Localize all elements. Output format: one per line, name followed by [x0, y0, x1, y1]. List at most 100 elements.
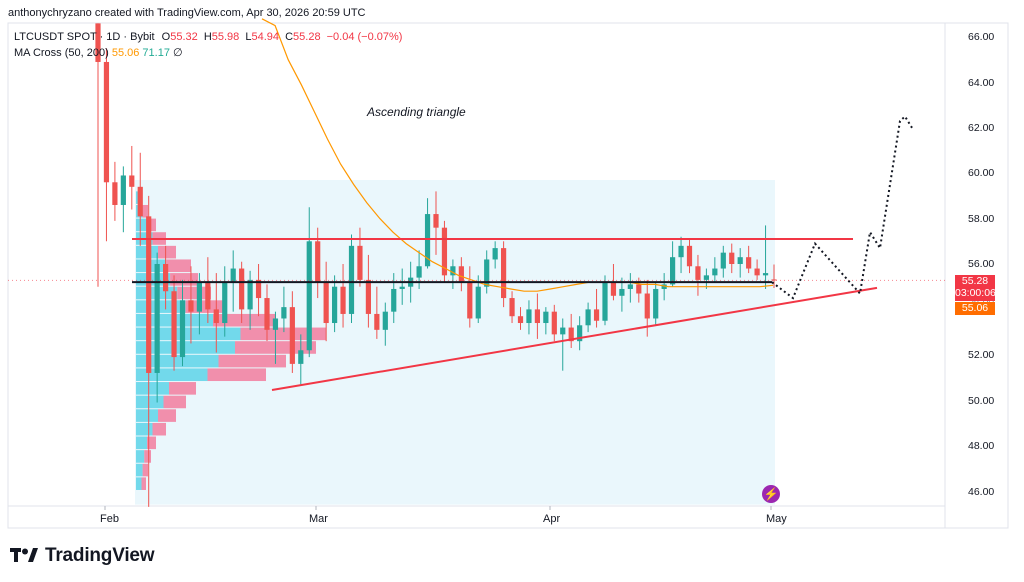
- candle-body-up: [678, 246, 683, 257]
- volume-profile-bar-down: [143, 205, 148, 218]
- candle-body-up: [712, 269, 717, 276]
- ohlc-low: 54.94: [251, 31, 279, 43]
- projection-path: [772, 117, 912, 299]
- candle-body-down: [340, 287, 345, 314]
- candle-body-up: [349, 246, 354, 314]
- candle-body-down: [374, 314, 379, 330]
- volume-profile-bar-up: [136, 382, 169, 395]
- candle-body-down: [290, 307, 295, 364]
- candle-body-up: [417, 266, 422, 277]
- ohlc-open: 55.32: [170, 31, 198, 43]
- candle-body-up: [721, 253, 726, 269]
- candle-body-up: [222, 282, 227, 323]
- candle-body-down: [636, 284, 641, 293]
- price-tick: 56.00: [968, 258, 994, 270]
- candle-body-up: [391, 289, 396, 312]
- candle-body-down: [518, 316, 523, 323]
- candle-body-down: [535, 309, 540, 323]
- candle-body-down: [746, 257, 751, 268]
- candle-body-down: [611, 282, 616, 296]
- time-label: Feb: [100, 513, 119, 525]
- candle-body-up: [400, 287, 405, 289]
- candle-body-down: [501, 248, 506, 298]
- volume-profile-bar-up: [136, 450, 144, 463]
- ohlc-open-label: O: [162, 31, 171, 43]
- volume-profile-bar-up: [136, 300, 186, 313]
- pattern-annotation[interactable]: Ascending triangle: [367, 105, 466, 119]
- candle-body-up: [560, 328, 565, 335]
- candle-body-down: [695, 266, 700, 280]
- candle-body-down: [239, 269, 244, 310]
- candle-body-down: [645, 294, 650, 319]
- ohlc-change: −0.04 (−0.07%): [327, 31, 403, 43]
- candle-body-down: [467, 282, 472, 318]
- candle-body-down: [687, 246, 692, 266]
- candle-body-up: [121, 175, 126, 205]
- candle-body-up: [493, 248, 498, 259]
- candle-body-down: [104, 62, 109, 182]
- volume-profile-bar-down: [153, 423, 167, 436]
- candle-body-up: [383, 312, 388, 330]
- time-label: Apr: [543, 513, 560, 525]
- candle-body-up: [704, 275, 709, 280]
- candle-body-up: [602, 282, 607, 321]
- volume-profile-bar-up: [136, 409, 158, 422]
- candle-body-up: [526, 309, 531, 323]
- candle-body-down: [755, 269, 760, 276]
- candle-body-up: [738, 257, 743, 264]
- chart-credit: anthonychryzano created with TradingView…: [8, 7, 366, 19]
- last-price: 55.28: [955, 275, 995, 287]
- volume-profile-bar-up: [136, 477, 142, 490]
- candle-body-up: [197, 282, 202, 312]
- price-tick: 66.00: [968, 31, 994, 43]
- tradingview-logo[interactable]: TradingView: [10, 545, 154, 569]
- candle-body-down: [205, 282, 210, 309]
- candle-body-down: [509, 298, 514, 316]
- ohlc-high-label: H: [204, 31, 212, 43]
- candle-body-down: [264, 298, 269, 330]
- ohlc-high: 55.98: [212, 31, 240, 43]
- indicator-legend[interactable]: MA Cross (50, 200) 55.06 71.17 ∅: [14, 46, 183, 59]
- volume-profile-bar-down: [169, 382, 196, 395]
- candle-body-down: [357, 246, 362, 280]
- candle-body-up: [298, 350, 303, 364]
- price-tick: 60.00: [968, 167, 994, 179]
- candle-body-up: [273, 318, 278, 329]
- candle-body-down: [433, 214, 438, 228]
- volume-profile-bar-up: [136, 219, 147, 232]
- volume-profile-bar-down: [158, 409, 176, 422]
- candle-body-up: [180, 300, 185, 357]
- candle-body-down: [552, 312, 557, 335]
- candle-body-up: [628, 284, 633, 289]
- time-label: Mar: [309, 513, 328, 525]
- volume-profile-bar-down: [143, 464, 148, 477]
- price-tick: 64.00: [968, 77, 994, 89]
- volume-profile-bar-down: [158, 246, 176, 259]
- candle-body-down: [594, 309, 599, 320]
- candle-body-up: [248, 280, 253, 310]
- volume-profile-bar-up: [136, 396, 164, 409]
- candle-body-down: [188, 300, 193, 311]
- price-tick: 52.00: [968, 349, 994, 361]
- price-tick: 62.00: [968, 122, 994, 134]
- candle-body-down: [112, 182, 117, 205]
- tv-logo-icon: [10, 547, 40, 569]
- candle-body-down: [459, 266, 464, 282]
- candle-body-up: [586, 309, 591, 325]
- symbol-legend[interactable]: LTCUSDT SPOT · 1D · Bybit O55.32 H55.98 …: [14, 31, 402, 43]
- ma-price: 55.06: [955, 302, 995, 314]
- indicator-slow-value: 71.17: [142, 47, 170, 59]
- event-lightning-icon[interactable]: ⚡: [762, 485, 780, 503]
- bar-countdown: 03:00:06: [955, 287, 995, 299]
- candle-body-down: [129, 175, 134, 186]
- indicator-extra: ∅: [173, 47, 183, 59]
- volume-profile-bar-up: [136, 464, 143, 477]
- candle-body-up: [155, 264, 160, 373]
- symbol-name: LTCUSDT SPOT · 1D · Bybit: [14, 31, 155, 43]
- volume-profile-bar-down: [142, 477, 147, 490]
- price-tick: 50.00: [968, 395, 994, 407]
- candle-body-down: [729, 253, 734, 264]
- price-tick: 48.00: [968, 440, 994, 452]
